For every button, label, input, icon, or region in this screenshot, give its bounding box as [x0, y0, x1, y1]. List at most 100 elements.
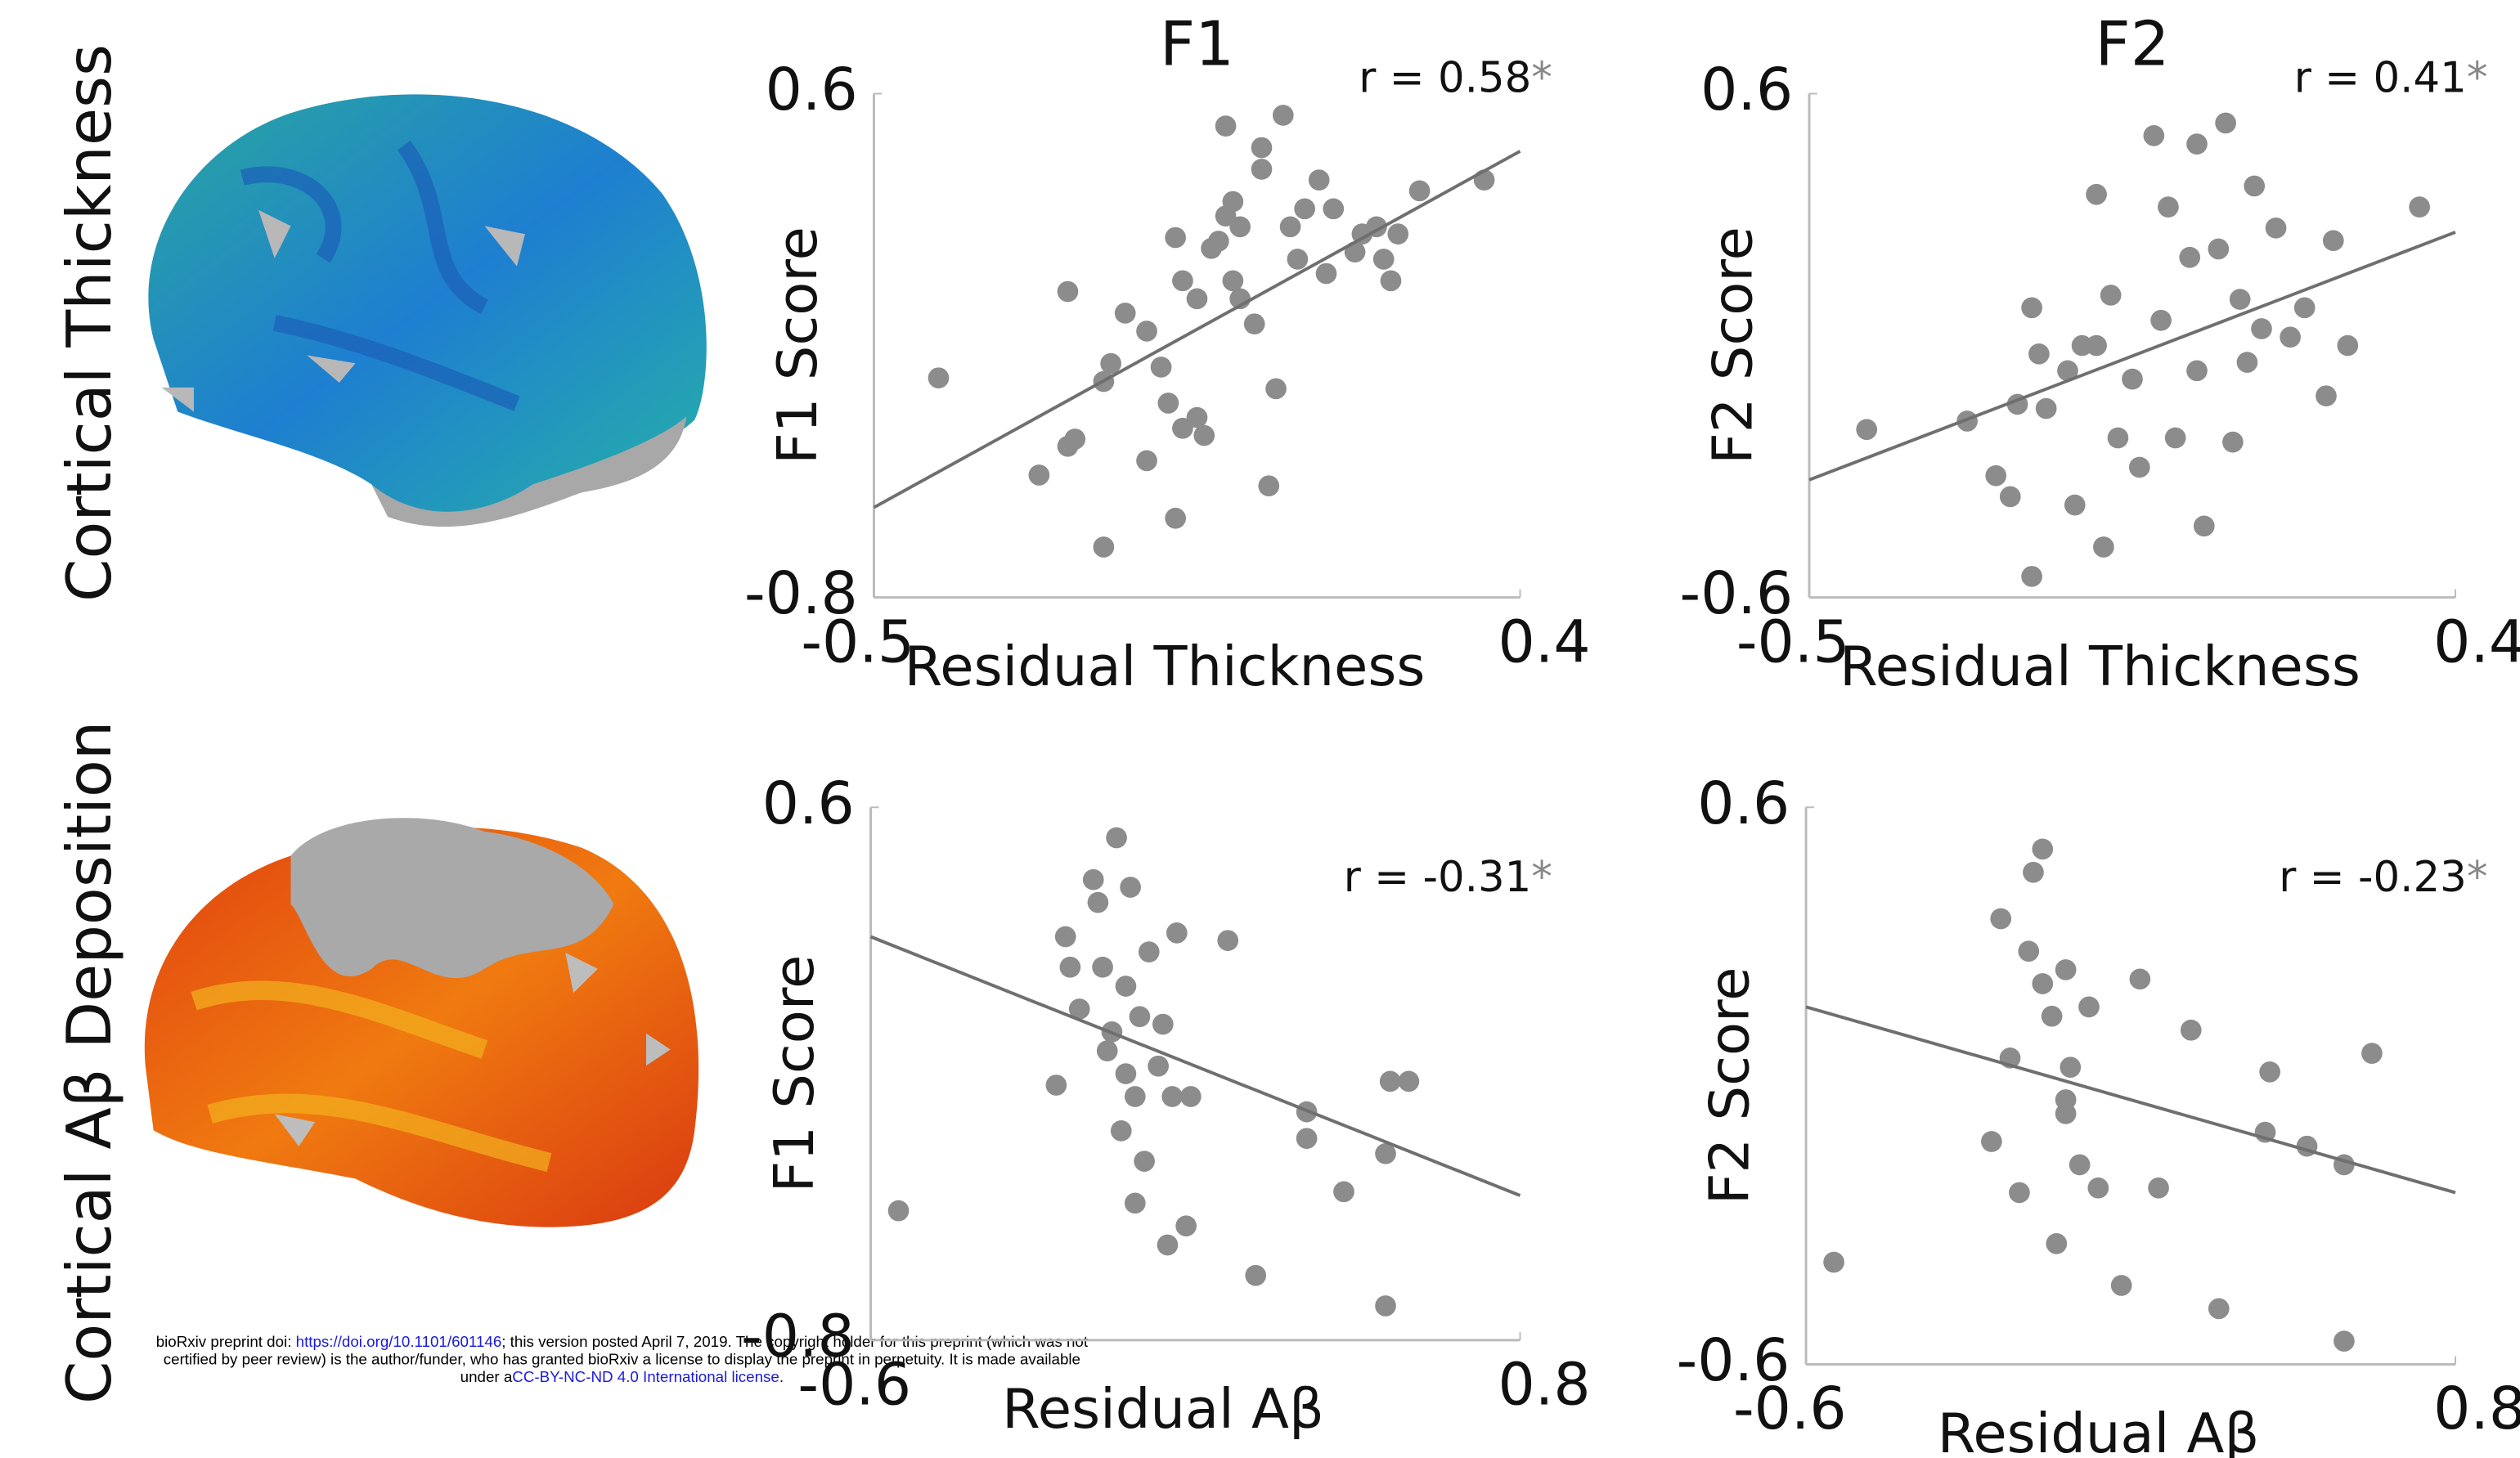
- point: [2222, 431, 2244, 453]
- point: [1272, 105, 1294, 126]
- point: [2150, 309, 2172, 331]
- point: [1092, 956, 1113, 978]
- point: [1251, 159, 1273, 180]
- point: [2057, 360, 2078, 382]
- annotation: r = 0.58*: [1359, 54, 1552, 103]
- point: [1165, 507, 1186, 529]
- significance-star: *: [2467, 853, 2488, 902]
- scatter-chart: -0.6 0.6 -0.5 0.4 Residual Thickness F2 Score…: [1680, 8, 2520, 698]
- point: [1150, 357, 1172, 378]
- point: [2087, 1177, 2109, 1199]
- point: [1165, 227, 1186, 249]
- point: [1120, 877, 1141, 898]
- point: [1093, 536, 1115, 558]
- point: [2186, 360, 2208, 382]
- point: [1106, 827, 1127, 849]
- y-axis-label: F2 Score: [1698, 967, 1762, 1205]
- point: [1059, 956, 1081, 978]
- point: [2021, 297, 2042, 319]
- point: [1161, 1086, 1183, 1107]
- footer-link[interactable]: https://doi.org/10.1101/601146: [296, 1333, 502, 1350]
- point: [1064, 428, 1086, 450]
- x-tick-label: 0.8: [1498, 1351, 1591, 1419]
- point: [2148, 1177, 2169, 1199]
- point: [1193, 424, 1215, 446]
- footer-text: ; this version posted April 7, 2019. The…: [501, 1333, 1089, 1350]
- point: [1985, 464, 2007, 487]
- point: [2265, 217, 2287, 239]
- point: [1323, 198, 1345, 220]
- point: [1999, 486, 2021, 508]
- point: [2164, 427, 2186, 449]
- point: [1057, 280, 1079, 303]
- y-axis-label: F1 Score: [766, 227, 829, 464]
- trend-line: [873, 150, 1521, 509]
- point: [2046, 1233, 2068, 1254]
- point: [2143, 125, 2165, 146]
- point: [1372, 249, 1395, 270]
- point: [2337, 334, 2359, 357]
- point: [1245, 1264, 1267, 1286]
- annotation: r = -0.23*: [2279, 853, 2487, 902]
- point: [1134, 1151, 1155, 1172]
- x-tick-label: 0.4: [2433, 608, 2520, 675]
- point: [1175, 1215, 1197, 1237]
- point: [1045, 1074, 1067, 1096]
- y-axis-label: F1 Score: [762, 955, 826, 1193]
- point: [2055, 959, 2077, 980]
- point: [2179, 246, 2201, 268]
- x-tick-label: 0.8: [2433, 1375, 2520, 1442]
- point: [1379, 1070, 1401, 1092]
- point: [1087, 891, 1109, 913]
- point: [1157, 393, 1179, 414]
- point: [1136, 450, 1157, 472]
- point: [1287, 249, 1309, 270]
- point: [1096, 1040, 1118, 1061]
- point: [2251, 318, 2272, 339]
- footer-line: bioRxiv preprint doi: https://doi.org/10…: [156, 1333, 1089, 1350]
- point: [2215, 112, 2236, 134]
- point: [2060, 1056, 2082, 1078]
- point: [2259, 1061, 2280, 1083]
- point: [1115, 1063, 1137, 1084]
- point: [2021, 566, 2042, 587]
- point: [1186, 406, 1208, 428]
- point: [1251, 137, 1273, 159]
- point: [1179, 1086, 1202, 1107]
- point: [1028, 464, 1050, 486]
- point: [2122, 368, 2143, 390]
- point: [1990, 908, 2012, 930]
- point: [2107, 427, 2129, 449]
- y-tick-label: -0.6: [1677, 1326, 1790, 1394]
- scatter-chart: -0.8 0.6 -0.5 0.4 Residual Thickness F1 Score…: [744, 8, 1591, 698]
- point: [1110, 1120, 1132, 1142]
- x-axis-label: Residual Aβ: [1002, 1377, 1324, 1441]
- y-tick-label: 0.6: [1697, 769, 1790, 837]
- point: [1265, 378, 1287, 400]
- point: [1296, 1128, 1318, 1150]
- x-axis-label: Residual Aβ: [1938, 1402, 2260, 1458]
- point: [2032, 838, 2054, 860]
- point: [2208, 238, 2230, 260]
- point: [2244, 175, 2266, 197]
- point: [2158, 196, 2179, 218]
- point: [2086, 334, 2107, 357]
- x-tick-label: 0.4: [1498, 608, 1591, 675]
- footer-text: under a: [460, 1368, 513, 1385]
- point: [2071, 334, 2093, 357]
- point: [1380, 270, 1402, 292]
- point: [1333, 1181, 1354, 1203]
- row-label: Cortical Thickness: [53, 44, 125, 602]
- footer-link[interactable]: CC-BY-NC-ND 4.0 International license: [512, 1368, 779, 1385]
- trend-line: [1808, 231, 2456, 482]
- x-tick-label: -0.5: [801, 608, 914, 675]
- annotation: r = 0.41*: [2294, 54, 2488, 103]
- point: [2093, 536, 2114, 558]
- point: [1136, 321, 1157, 342]
- point: [1279, 216, 1301, 238]
- x-tick-label: -0.5: [1736, 608, 1850, 675]
- point: [1082, 868, 1104, 891]
- point: [1243, 313, 1265, 334]
- point: [887, 1200, 910, 1222]
- point: [1856, 419, 1878, 441]
